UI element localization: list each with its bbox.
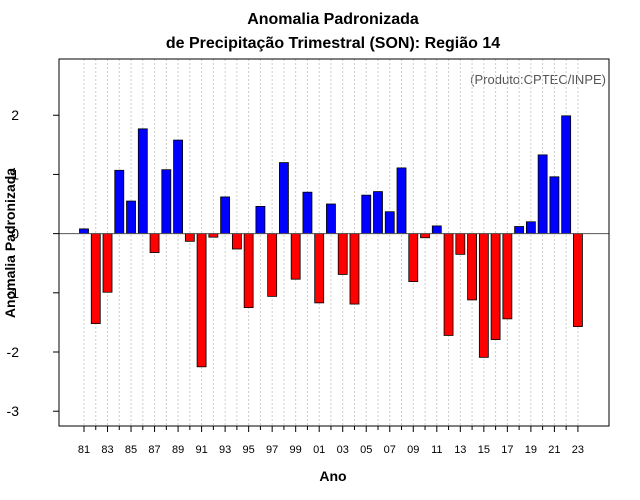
bar xyxy=(326,203,336,235)
bar xyxy=(490,233,501,340)
x-tick-label: 97 xyxy=(266,444,278,456)
x-axis-label: Ano xyxy=(319,468,346,484)
bar xyxy=(408,233,419,282)
x-axis: 81 83 85 87 89 91 93 95 97 99 01 03 05 07 09 11 13 15 17 19… xyxy=(78,426,584,456)
y-tick-label: 1 xyxy=(11,166,19,182)
bar xyxy=(361,194,372,235)
x-tick-label: 89 xyxy=(172,444,184,456)
x-tick-label: 03 xyxy=(337,444,349,456)
bar xyxy=(455,233,466,255)
x-tick-label: 23 xyxy=(572,444,584,456)
x-tick-label: 81 xyxy=(78,444,90,456)
bar xyxy=(314,233,325,304)
y-tick-label: -3 xyxy=(7,403,20,419)
bar xyxy=(396,167,407,235)
bar xyxy=(267,233,278,297)
bar xyxy=(467,233,477,301)
bar xyxy=(373,191,383,235)
x-tick-label: 11 xyxy=(431,444,442,456)
bar xyxy=(514,226,525,235)
chart-title: Anomalia Padronizada xyxy=(247,11,419,28)
bar xyxy=(384,211,395,235)
y-axis-label: Anomalia Padronizada xyxy=(2,168,18,318)
gridlines xyxy=(83,59,579,426)
bar xyxy=(231,233,242,250)
bar xyxy=(443,233,454,336)
bar xyxy=(255,205,266,235)
bar xyxy=(161,169,172,235)
bar xyxy=(290,233,301,280)
x-tick-label: 07 xyxy=(384,444,396,456)
x-tick-label: 15 xyxy=(478,444,490,456)
bar xyxy=(243,233,254,309)
bar xyxy=(561,115,572,235)
bars xyxy=(79,115,583,368)
bar xyxy=(279,162,289,235)
y-axis: -3 -2 -1 0 1 2 xyxy=(7,107,59,419)
bar xyxy=(126,200,136,235)
x-tick-label: 85 xyxy=(125,444,137,456)
credit-text: (Produto:CPTEC/INPE) xyxy=(470,72,606,87)
bar xyxy=(337,233,348,275)
bar xyxy=(537,154,548,235)
x-tick-label: 83 xyxy=(101,444,113,456)
x-tick-label: 21 xyxy=(548,444,560,456)
x-tick-label: 91 xyxy=(195,444,207,456)
x-tick-label: 95 xyxy=(243,444,255,456)
bar xyxy=(114,169,125,235)
bar xyxy=(502,233,513,320)
bar xyxy=(137,128,148,235)
chart-subtitle: de Precipitação Trimestral (SON): Região… xyxy=(166,35,500,52)
bar xyxy=(431,225,442,235)
x-tick-label: 05 xyxy=(360,444,372,456)
bar xyxy=(149,233,160,253)
bar xyxy=(349,233,360,305)
x-tick-label: 19 xyxy=(525,444,537,456)
x-tick-label: 99 xyxy=(290,444,302,456)
bar xyxy=(420,233,430,239)
x-tick-label: 87 xyxy=(148,444,160,456)
bar xyxy=(220,196,231,235)
bar xyxy=(102,233,113,293)
bar xyxy=(90,233,101,324)
y-tick-label: -2 xyxy=(7,344,20,360)
bar xyxy=(196,233,207,368)
y-tick-label: 0 xyxy=(11,226,19,242)
bar xyxy=(549,176,560,235)
x-tick-label: 17 xyxy=(501,444,513,456)
x-tick-label: 93 xyxy=(219,444,231,456)
x-tick-label: 09 xyxy=(407,444,419,456)
y-tick-label: 2 xyxy=(11,107,19,123)
bar xyxy=(184,233,195,242)
bar xyxy=(525,221,536,235)
y-tick-label: -1 xyxy=(7,285,20,301)
bar xyxy=(573,233,583,327)
x-tick-label: 01 xyxy=(313,444,325,456)
bar xyxy=(208,233,219,238)
bar xyxy=(173,139,183,235)
bar xyxy=(79,228,89,235)
x-tick-label: 13 xyxy=(454,444,466,456)
plot-frame xyxy=(58,58,610,427)
bar xyxy=(478,233,489,358)
bar xyxy=(302,191,313,235)
